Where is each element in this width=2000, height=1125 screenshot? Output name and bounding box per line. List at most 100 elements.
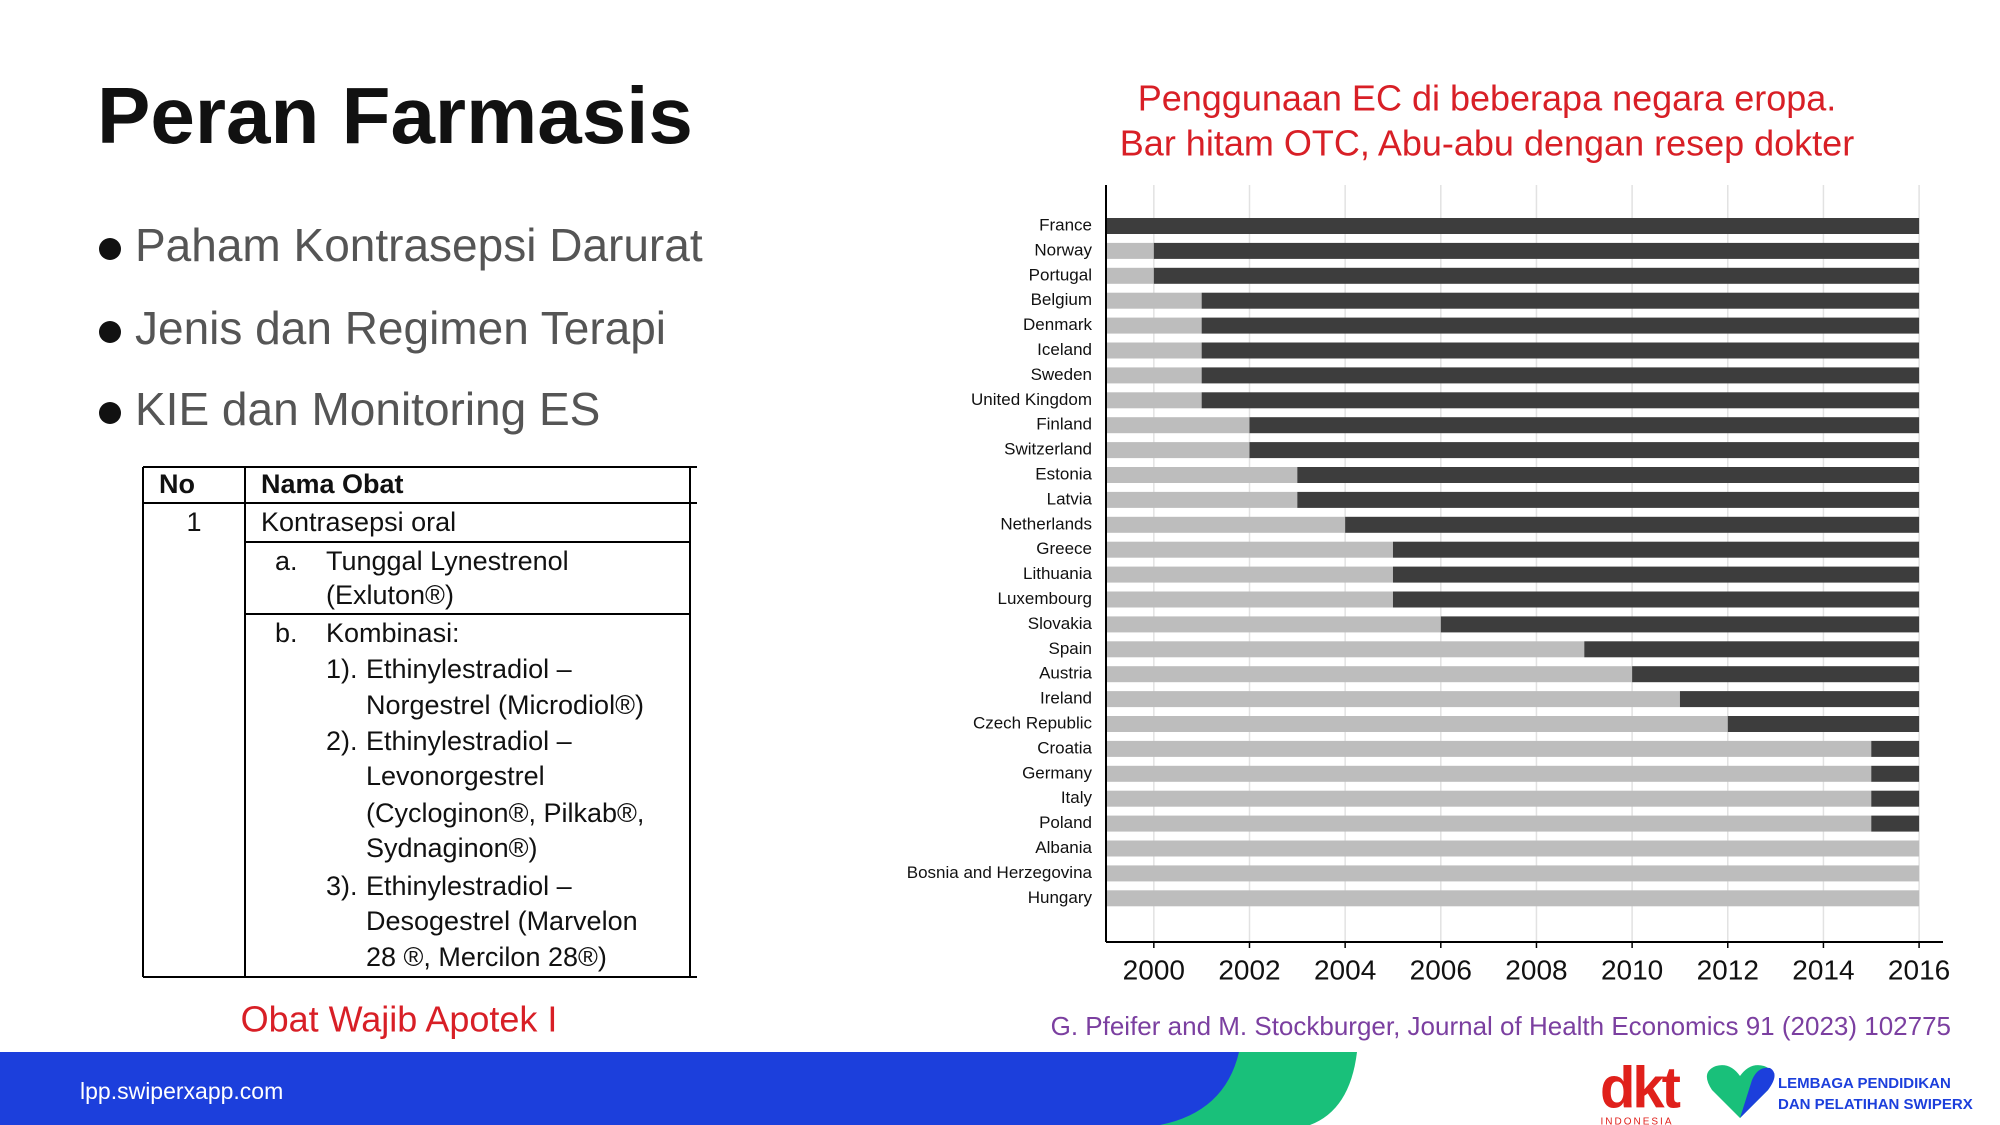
prescription-bar [1106, 740, 1872, 757]
prescription-bar [1106, 292, 1202, 309]
prescription-bar [1106, 790, 1872, 807]
otc-bar [1632, 666, 1920, 683]
x-tick-label: 2016 [1888, 954, 1950, 985]
prescription-bar [1106, 840, 1920, 857]
prescription-bar [1106, 691, 1680, 708]
prescription-bar [1106, 666, 1633, 683]
table-cell: Kontrasepsi oral [261, 507, 456, 537]
table-cell: 1 [186, 507, 201, 537]
otc-bar [1584, 641, 1920, 658]
x-tick-label: 2004 [1314, 954, 1376, 985]
y-tick-label: Switzerland [1004, 440, 1092, 459]
y-tick-label: Belgium [1031, 290, 1092, 309]
org-name: LEMBAGA PENDIDIKAN [1778, 1075, 1951, 1092]
prescription-bar [1106, 716, 1728, 732]
y-tick-label: Sweden [1031, 365, 1092, 384]
y-tick-label: Netherlands [1000, 514, 1092, 533]
y-tick-label: Slovakia [1028, 614, 1093, 633]
y-tick-label: Albania [1035, 838, 1092, 857]
prescription-bar [1106, 367, 1202, 384]
prescription-bar [1106, 242, 1154, 259]
otc-bar [1201, 317, 1920, 334]
otc-bar [1201, 342, 1920, 359]
otc-bar [1201, 367, 1920, 384]
otc-bar [1201, 292, 1920, 309]
x-tick-label: 2014 [1792, 954, 1854, 985]
y-tick-label: Ireland [1040, 689, 1092, 708]
brand-sub: INDONESIA [1600, 1117, 1673, 1125]
table-header: Nama Obat [261, 469, 404, 499]
y-tick-label: Iceland [1037, 340, 1092, 359]
x-tick-label: 2010 [1601, 954, 1663, 985]
table-caption: Obat Wajib Apotek I [241, 999, 558, 1040]
y-tick-label: Luxembourg [997, 589, 1092, 608]
bullet: Jenis dan Regimen Terapi [135, 302, 666, 354]
otc-bar [1871, 815, 1920, 832]
table: No Nama Obat 1 Kontrasepsi oral a. Tungg… [159, 469, 644, 972]
subitem-text: 28 ®, Mercilon 28®) [366, 942, 607, 972]
item-text: Tunggal Lynestrenol [326, 546, 569, 576]
prescription-bar [1106, 342, 1202, 359]
item-text: (Exluton®) [326, 580, 454, 610]
bullet-dot [99, 321, 121, 343]
chart-title: Penggunaan EC di beberapa negara eropa. [1138, 78, 1837, 119]
y-tick-label: Austria [1039, 664, 1092, 683]
y-tick-label: Hungary [1028, 888, 1093, 907]
prescription-bar [1106, 890, 1920, 907]
subitem-text: Norgestrel (Microdiol®) [366, 690, 644, 720]
prescription-bar [1106, 442, 1250, 459]
item-label: a. [275, 546, 298, 576]
y-tick-label: Poland [1039, 813, 1092, 832]
y-tick-label: Finland [1036, 415, 1092, 434]
table-lines [142, 466, 697, 978]
item-text: Kombinasi: [326, 618, 460, 648]
subitem-text: (Cycloginon®, Pilkab®, [366, 798, 644, 828]
y-tick-label: Spain [1049, 639, 1092, 658]
otc-bar [1297, 467, 1920, 483]
prescription-bar [1106, 417, 1250, 434]
otc-bar [1871, 765, 1920, 782]
otc-bar [1153, 267, 1920, 284]
prescription-bar [1106, 267, 1154, 284]
y-tick-label: Latvia [1047, 489, 1093, 508]
otc-bar [1392, 541, 1920, 558]
otc-bar [1440, 616, 1920, 633]
otc-bar [1727, 716, 1920, 732]
subitem-text: Levonorgestrel [366, 761, 545, 791]
prescription-bar [1106, 317, 1202, 334]
x-tick-label: 2012 [1697, 954, 1759, 985]
org-logo-accent [1740, 1067, 1775, 1118]
prescription-bar [1106, 541, 1393, 558]
y-tick-label: Bosnia and Herzegovina [907, 863, 1093, 882]
y-tick-label: Germany [1022, 763, 1092, 782]
y-tick-label: United Kingdom [971, 390, 1092, 409]
otc-bar [1871, 740, 1920, 757]
prescription-bar [1106, 392, 1202, 409]
prescription-bar [1106, 616, 1441, 633]
subitem-text: Ethinylestradiol – [366, 871, 572, 901]
y-tick-label: France [1039, 215, 1092, 234]
otc-bar [1297, 491, 1920, 508]
chart-subtitle: Bar hitam OTC, Abu-abu dengan resep dokt… [1120, 123, 1854, 164]
prescription-bar [1106, 491, 1298, 508]
y-tick-label: Norway [1034, 240, 1092, 259]
otc-bar [1106, 218, 1920, 234]
otc-bar [1153, 242, 1920, 259]
prescription-bar [1106, 815, 1872, 832]
y-tick-label: Portugal [1029, 265, 1092, 284]
y-tick-label: Estonia [1035, 464, 1092, 483]
otc-bar [1201, 392, 1920, 409]
x-tick-label: 2000 [1123, 954, 1185, 985]
x-tick-label: 2002 [1218, 954, 1280, 985]
y-tick-label: Denmark [1023, 315, 1092, 334]
y-tick-label: Czech Republic [973, 713, 1093, 732]
otc-bar [1249, 417, 1920, 434]
table-header: No [159, 469, 195, 499]
subitem-text: Desogestrel (Marvelon [366, 906, 638, 936]
bullet-dot [99, 402, 121, 424]
footer-url: lpp.swiperxapp.com [80, 1078, 283, 1104]
slide-title: Peran Farmasis [97, 71, 693, 160]
otc-bar [1679, 691, 1920, 708]
